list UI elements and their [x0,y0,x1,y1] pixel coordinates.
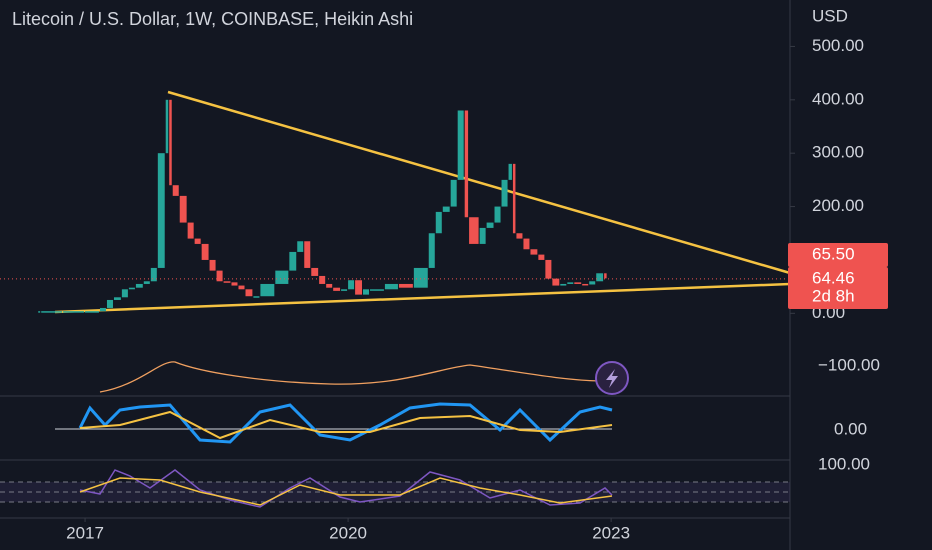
candle [479,227,486,244]
candle [99,307,106,312]
candle [238,285,245,290]
volume-ma [99,361,601,393]
trend-line [54,282,791,314]
candle [304,241,311,268]
candle [523,238,530,250]
x-tick-label: 2023 [592,523,630,542]
x-tick-label: 2020 [329,523,367,542]
candle [63,311,85,313]
candle [370,289,384,291]
rsi-band [0,482,790,502]
lightning-icon [606,369,618,388]
indicator-label: −100.00 [818,355,880,374]
oscillator-line [78,402,613,444]
price-badge [788,243,888,267]
candle [398,283,413,288]
indicator-label: 0.00 [834,419,867,438]
candle [135,283,143,288]
candle [106,299,113,308]
candle [512,163,516,234]
countdown: 2d 8h [812,286,855,305]
candle [464,110,469,218]
y-tick-label: 500.00 [812,36,864,55]
trend-line [167,90,791,275]
candle [508,163,512,180]
chart-title: Litecoin / U.S. Dollar, 1W, COINBASE, He… [12,9,413,29]
candle [574,282,582,284]
price-badge-label: 64.46 [812,268,855,287]
candle [582,283,589,286]
candle [194,238,201,244]
candle [121,289,128,298]
candle [128,287,135,290]
candle [150,267,157,282]
x-tick-label: 2017 [66,523,104,542]
candle [362,289,370,295]
candle [486,222,494,228]
candle [604,273,607,279]
candle [326,283,333,288]
price-badge [788,267,888,309]
candle [494,206,501,223]
candle [457,110,464,180]
y-tick-label: 400.00 [812,89,864,108]
rsi-ma [79,477,613,506]
candle [85,311,99,313]
candle [442,206,450,212]
currency: USD [812,6,848,25]
candle [253,296,260,298]
candle [187,222,194,239]
candle [469,217,479,244]
candle [157,153,165,268]
candle [209,259,216,271]
candle [545,259,552,279]
candle [216,270,223,282]
candle [289,251,297,271]
candle [589,281,596,285]
candle [311,267,319,276]
candle [428,233,435,268]
candle [165,99,169,154]
candle [245,289,253,297]
candle [297,241,304,252]
candle [596,273,604,282]
candle [169,99,172,186]
candle [530,249,538,255]
candle [560,283,567,286]
candle [38,311,41,313]
candle [172,185,179,196]
y-tick-label: 300.00 [812,143,864,162]
candle [223,281,231,283]
candle [567,282,574,284]
candle [41,311,63,313]
candle [501,179,508,207]
candle [435,211,442,234]
candle [231,282,238,286]
candle [348,280,355,290]
indicator-label: 100.00 [818,454,870,473]
candle [538,254,545,260]
candle [319,275,326,284]
candle [179,195,187,223]
candle [341,289,348,291]
candle [333,287,341,291]
candle [143,281,150,284]
candle [113,297,121,300]
candle [355,280,362,295]
candle [552,278,560,286]
candle [275,270,289,284]
candle [384,283,398,290]
y-tick-label: 200.00 [812,196,864,215]
candle [413,267,428,288]
candle [516,233,523,239]
candle [201,243,209,260]
candle [260,283,275,297]
oscillator-signal [79,410,613,440]
price-badge-label: 65.50 [812,244,855,263]
candle [450,179,457,207]
